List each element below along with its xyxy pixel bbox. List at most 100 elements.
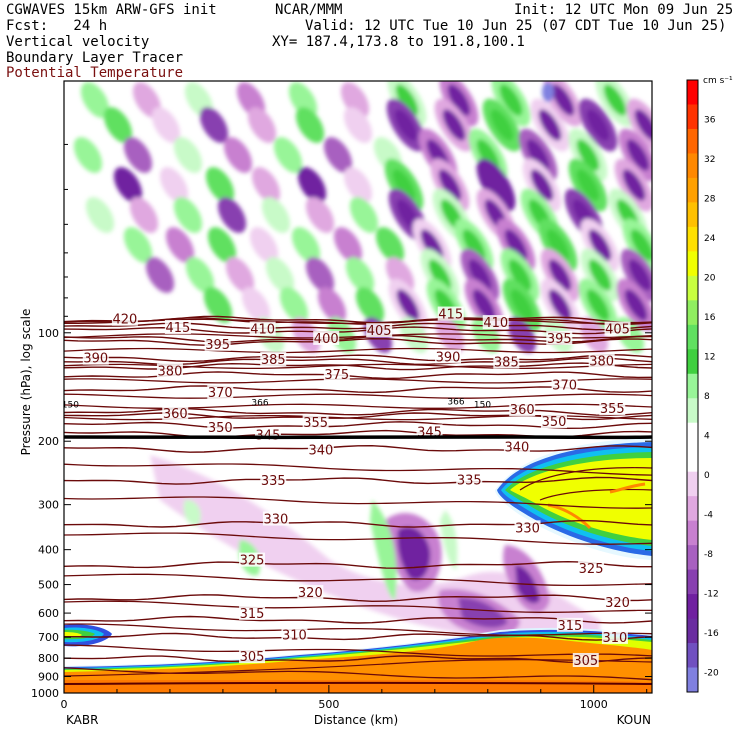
colorbar-swatch	[687, 643, 698, 669]
theta-contour	[64, 496, 652, 509]
wave-cell-outer	[129, 197, 159, 233]
wave-cell-core	[499, 84, 523, 116]
theta-label-bg	[156, 363, 183, 378]
wave-cell-core	[622, 169, 646, 201]
colorbar-swatch	[687, 104, 698, 130]
wave-cell-core	[546, 229, 570, 261]
wave-cell	[73, 137, 103, 173]
wave-cell-outer	[203, 287, 233, 323]
y-tick-label: 400	[38, 544, 59, 557]
wave-cell	[343, 107, 373, 143]
theta-label: 380	[589, 354, 614, 369]
wave-cell-outer	[132, 82, 162, 118]
theta-label-bg	[416, 424, 443, 439]
wave-cell	[538, 218, 578, 272]
wave-cell	[540, 248, 580, 302]
wave-cell-core	[438, 169, 462, 201]
theta-label-bg	[313, 330, 340, 345]
wave-cell-core	[394, 109, 418, 141]
wave-cell-outer	[323, 137, 353, 173]
colorbar-tick-label: 16	[704, 313, 716, 323]
wave-cell	[482, 98, 522, 152]
wave-cell-core	[588, 259, 612, 291]
wave-cell	[203, 287, 233, 323]
theta-label-bg	[366, 323, 393, 338]
wave-cell-outer	[279, 287, 309, 323]
theta-label-bg	[249, 321, 276, 336]
wave-cell-outer	[151, 107, 181, 143]
bl-plume-left-yellow	[64, 632, 82, 637]
wave-cell-outer	[185, 257, 215, 293]
theta-contour-360	[64, 408, 652, 417]
theta-label: 340	[309, 443, 334, 458]
wave-cell-outer	[399, 317, 429, 353]
wave-cell	[297, 167, 327, 203]
y-tick-label: 700	[38, 631, 59, 644]
downdraft-core-2-inner	[458, 597, 508, 628]
wave-cell-outer	[261, 197, 291, 233]
theta-label-bg	[551, 377, 578, 392]
theta-label-bg	[541, 414, 567, 429]
wave-cell-outer	[80, 82, 110, 118]
wave-cell	[185, 257, 215, 293]
theta-label-bg	[260, 351, 287, 366]
theta-label: 320	[605, 596, 630, 611]
theta-label: 420	[113, 313, 138, 328]
forecast-hour: Fcst: 24 h	[6, 18, 108, 34]
colorbar-swatch	[687, 177, 698, 203]
y-tick-label: 900	[38, 671, 59, 684]
wave-cell-outer	[343, 107, 373, 143]
model-title: CGWAVES 15km ARW-GFS init	[6, 2, 217, 18]
theta-label: 385	[494, 356, 519, 371]
wave-cell	[317, 287, 347, 323]
wave-cell-core	[551, 84, 575, 116]
wave-cell	[113, 167, 143, 203]
y-axis-title: Pressure (hPa), log scale	[19, 309, 33, 456]
theta-label-bg	[162, 405, 189, 420]
theta-label: 380	[158, 364, 183, 379]
wave-cell-outer	[345, 257, 375, 293]
wave-cell-outer	[579, 317, 609, 353]
colorbar-unit: cm s⁻¹	[703, 76, 733, 86]
theta-contour-390	[64, 353, 652, 363]
theta-label: 410	[483, 316, 508, 331]
wave-cell	[620, 248, 652, 302]
wave-cell	[614, 158, 652, 212]
wave-cell-outer	[207, 227, 237, 263]
theta-contour-310	[64, 632, 652, 641]
wave-cell	[173, 197, 203, 233]
theta-contour	[64, 667, 652, 681]
wave-cell	[305, 257, 335, 293]
wave-cell	[578, 278, 618, 332]
wave-cell-outer	[249, 227, 279, 263]
theta-label: 370	[552, 378, 577, 393]
wave-cell-core	[548, 289, 572, 321]
theta-contour-315	[64, 615, 652, 624]
vertical-velocity-field	[73, 81, 652, 353]
bl-terrain-line	[64, 681, 652, 685]
wave-cell-outer	[375, 227, 405, 263]
wave-cell-outer	[223, 137, 253, 173]
wave-cell-core	[442, 109, 466, 141]
wave-cell	[578, 98, 618, 152]
plot-area: 420 415 410 405 415 410 405 390 395 400 395 390 385 3…	[64, 81, 652, 693]
wave-cell-outer	[225, 257, 255, 293]
theta-label: 410	[250, 323, 275, 338]
theta-label-bg	[437, 306, 464, 321]
theta-contour-320	[64, 594, 652, 603]
theta-label: 415	[438, 308, 463, 323]
wave-cell	[491, 81, 531, 127]
colorbar-swatch	[687, 667, 698, 693]
theta-label-bg	[435, 349, 462, 364]
y-tick-label: 1000	[31, 687, 59, 700]
wave-cell-core	[576, 169, 600, 201]
wave-cell	[80, 82, 110, 118]
colorbar-swatch	[687, 349, 698, 375]
wave-cell	[129, 197, 159, 233]
wave-cell	[173, 137, 203, 173]
theta-label: 385	[261, 353, 286, 368]
colorbar-swatch	[687, 520, 698, 546]
theta-label-bg	[572, 652, 599, 667]
wave-cell-outer	[305, 197, 335, 233]
wave-cell	[145, 257, 175, 293]
